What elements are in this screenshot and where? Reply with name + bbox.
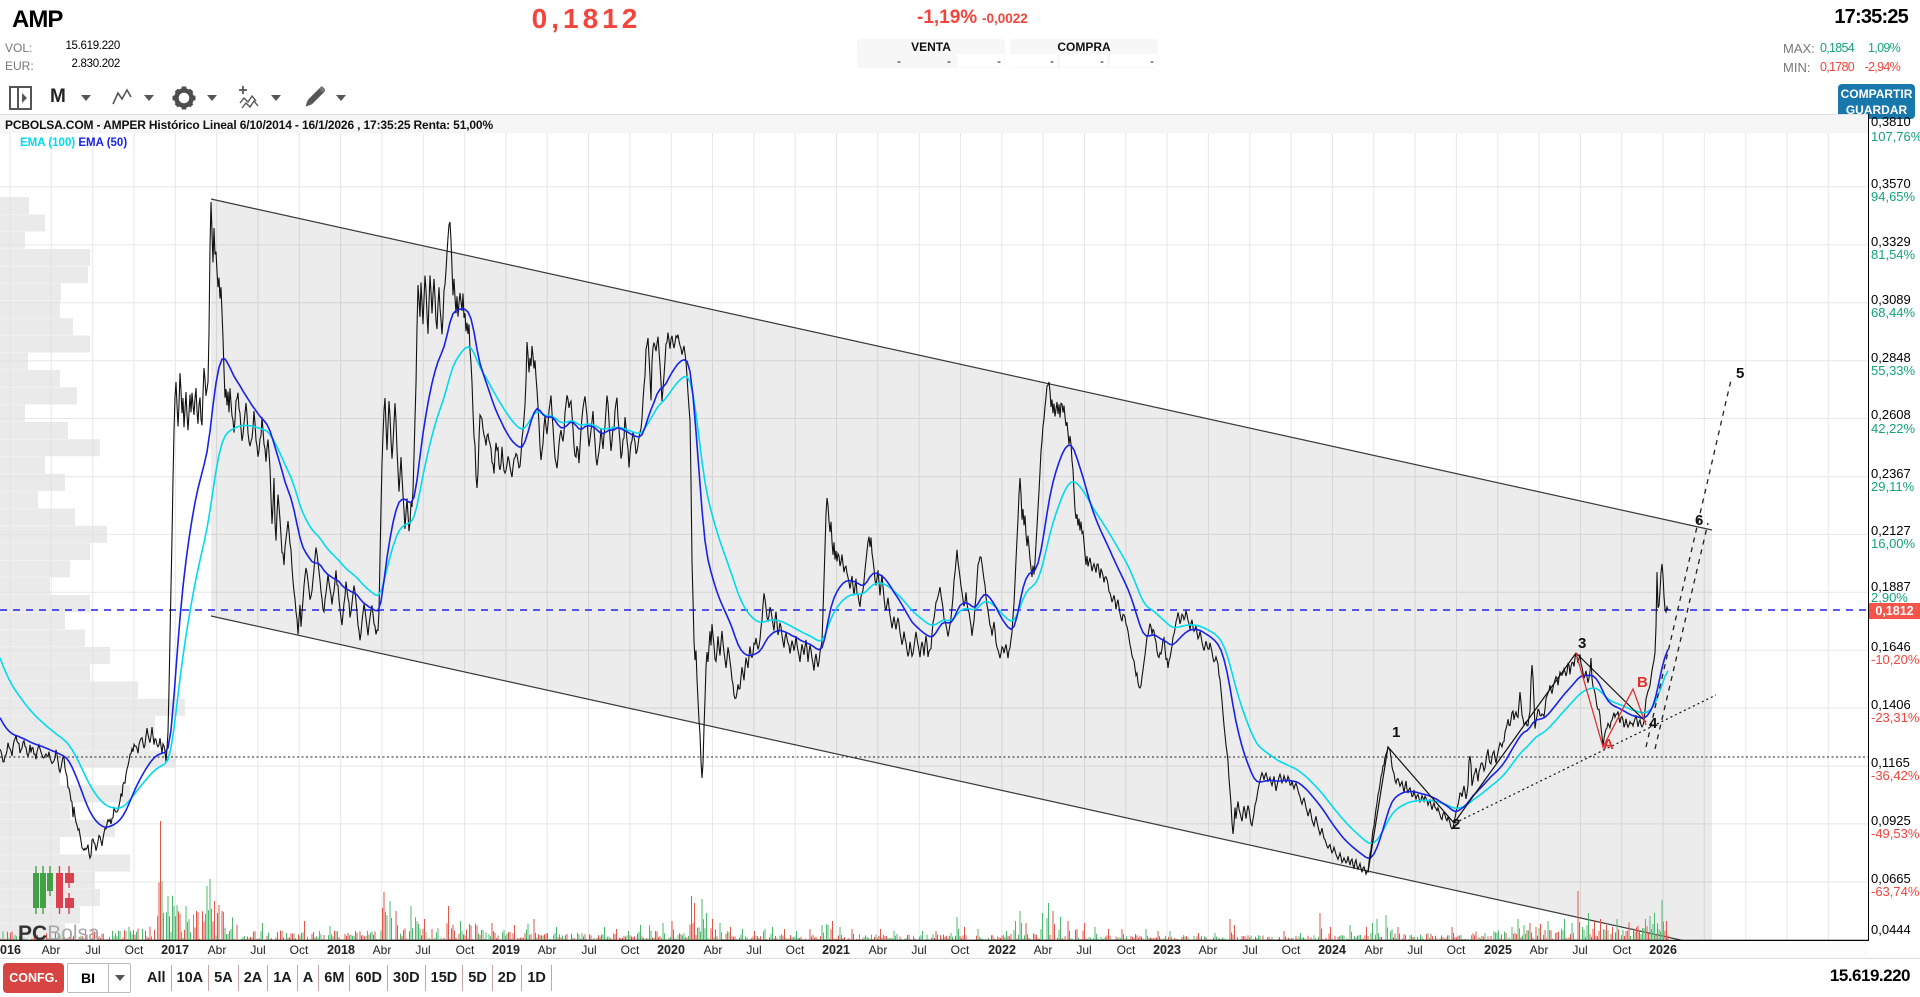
svg-text:A: A — [1603, 736, 1614, 753]
svg-text:1: 1 — [1392, 724, 1400, 741]
svg-text:4: 4 — [1649, 715, 1658, 732]
svg-text:PCBolsa: PCBolsa — [18, 922, 100, 941]
svg-text:B: B — [1637, 674, 1648, 691]
svg-text:5: 5 — [1736, 365, 1744, 382]
svg-text:2: 2 — [1452, 816, 1460, 833]
svg-text:6: 6 — [1695, 512, 1703, 529]
svg-text:3: 3 — [1578, 635, 1586, 652]
